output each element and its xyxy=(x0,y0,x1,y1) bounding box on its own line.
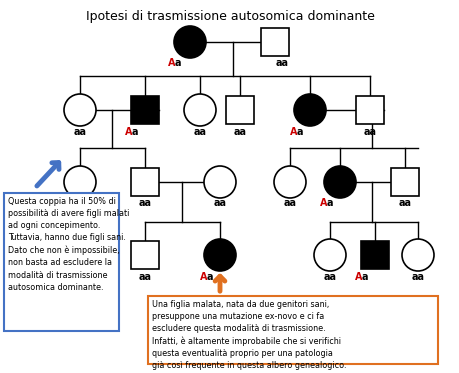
Text: A: A xyxy=(199,272,207,282)
Text: aa: aa xyxy=(323,272,336,282)
Circle shape xyxy=(184,94,216,126)
Text: A: A xyxy=(319,198,326,208)
Circle shape xyxy=(293,94,325,126)
Text: A: A xyxy=(289,127,297,137)
Text: a: a xyxy=(361,272,368,282)
Text: aa: aa xyxy=(411,272,424,282)
Text: A: A xyxy=(124,127,132,137)
FancyBboxPatch shape xyxy=(4,193,119,331)
Circle shape xyxy=(323,166,355,198)
Circle shape xyxy=(313,239,345,271)
Text: a: a xyxy=(326,198,333,208)
Text: A: A xyxy=(167,58,174,68)
Circle shape xyxy=(203,239,235,271)
Bar xyxy=(390,168,418,196)
Bar xyxy=(225,96,253,124)
Bar xyxy=(131,241,159,269)
Bar xyxy=(131,168,159,196)
Circle shape xyxy=(64,166,96,198)
Circle shape xyxy=(174,26,206,58)
Text: a: a xyxy=(207,272,213,282)
Bar xyxy=(360,241,388,269)
Text: Ipotesi di trasmissione autosomica dominante: Ipotesi di trasmissione autosomica domin… xyxy=(85,10,374,23)
Text: a: a xyxy=(174,58,181,68)
Circle shape xyxy=(203,166,235,198)
Text: aa: aa xyxy=(233,127,246,137)
Text: aa: aa xyxy=(73,127,86,137)
Text: aa: aa xyxy=(213,198,226,208)
Text: aa: aa xyxy=(138,198,151,208)
Text: aa: aa xyxy=(193,127,206,137)
Circle shape xyxy=(274,166,305,198)
Bar xyxy=(355,96,383,124)
Text: aa: aa xyxy=(138,272,151,282)
Text: aa: aa xyxy=(397,198,411,208)
Text: aa: aa xyxy=(73,198,86,208)
Text: a: a xyxy=(132,127,138,137)
Text: A: A xyxy=(354,272,361,282)
Bar xyxy=(131,96,159,124)
Bar xyxy=(260,28,288,56)
Text: aa: aa xyxy=(363,127,375,137)
Text: a: a xyxy=(297,127,303,137)
Circle shape xyxy=(401,239,433,271)
Text: Una figlia malata, nata da due genitori sani,
presuppone una mutazione ex-novo e: Una figlia malata, nata da due genitori … xyxy=(151,300,346,370)
FancyBboxPatch shape xyxy=(148,296,437,364)
Circle shape xyxy=(64,94,96,126)
Text: Questa coppia ha il 50% di
possibilità di avere figli malati
ad ogni concepiment: Questa coppia ha il 50% di possibilità d… xyxy=(8,197,129,292)
Text: aa: aa xyxy=(283,198,296,208)
Text: aa: aa xyxy=(275,58,288,68)
